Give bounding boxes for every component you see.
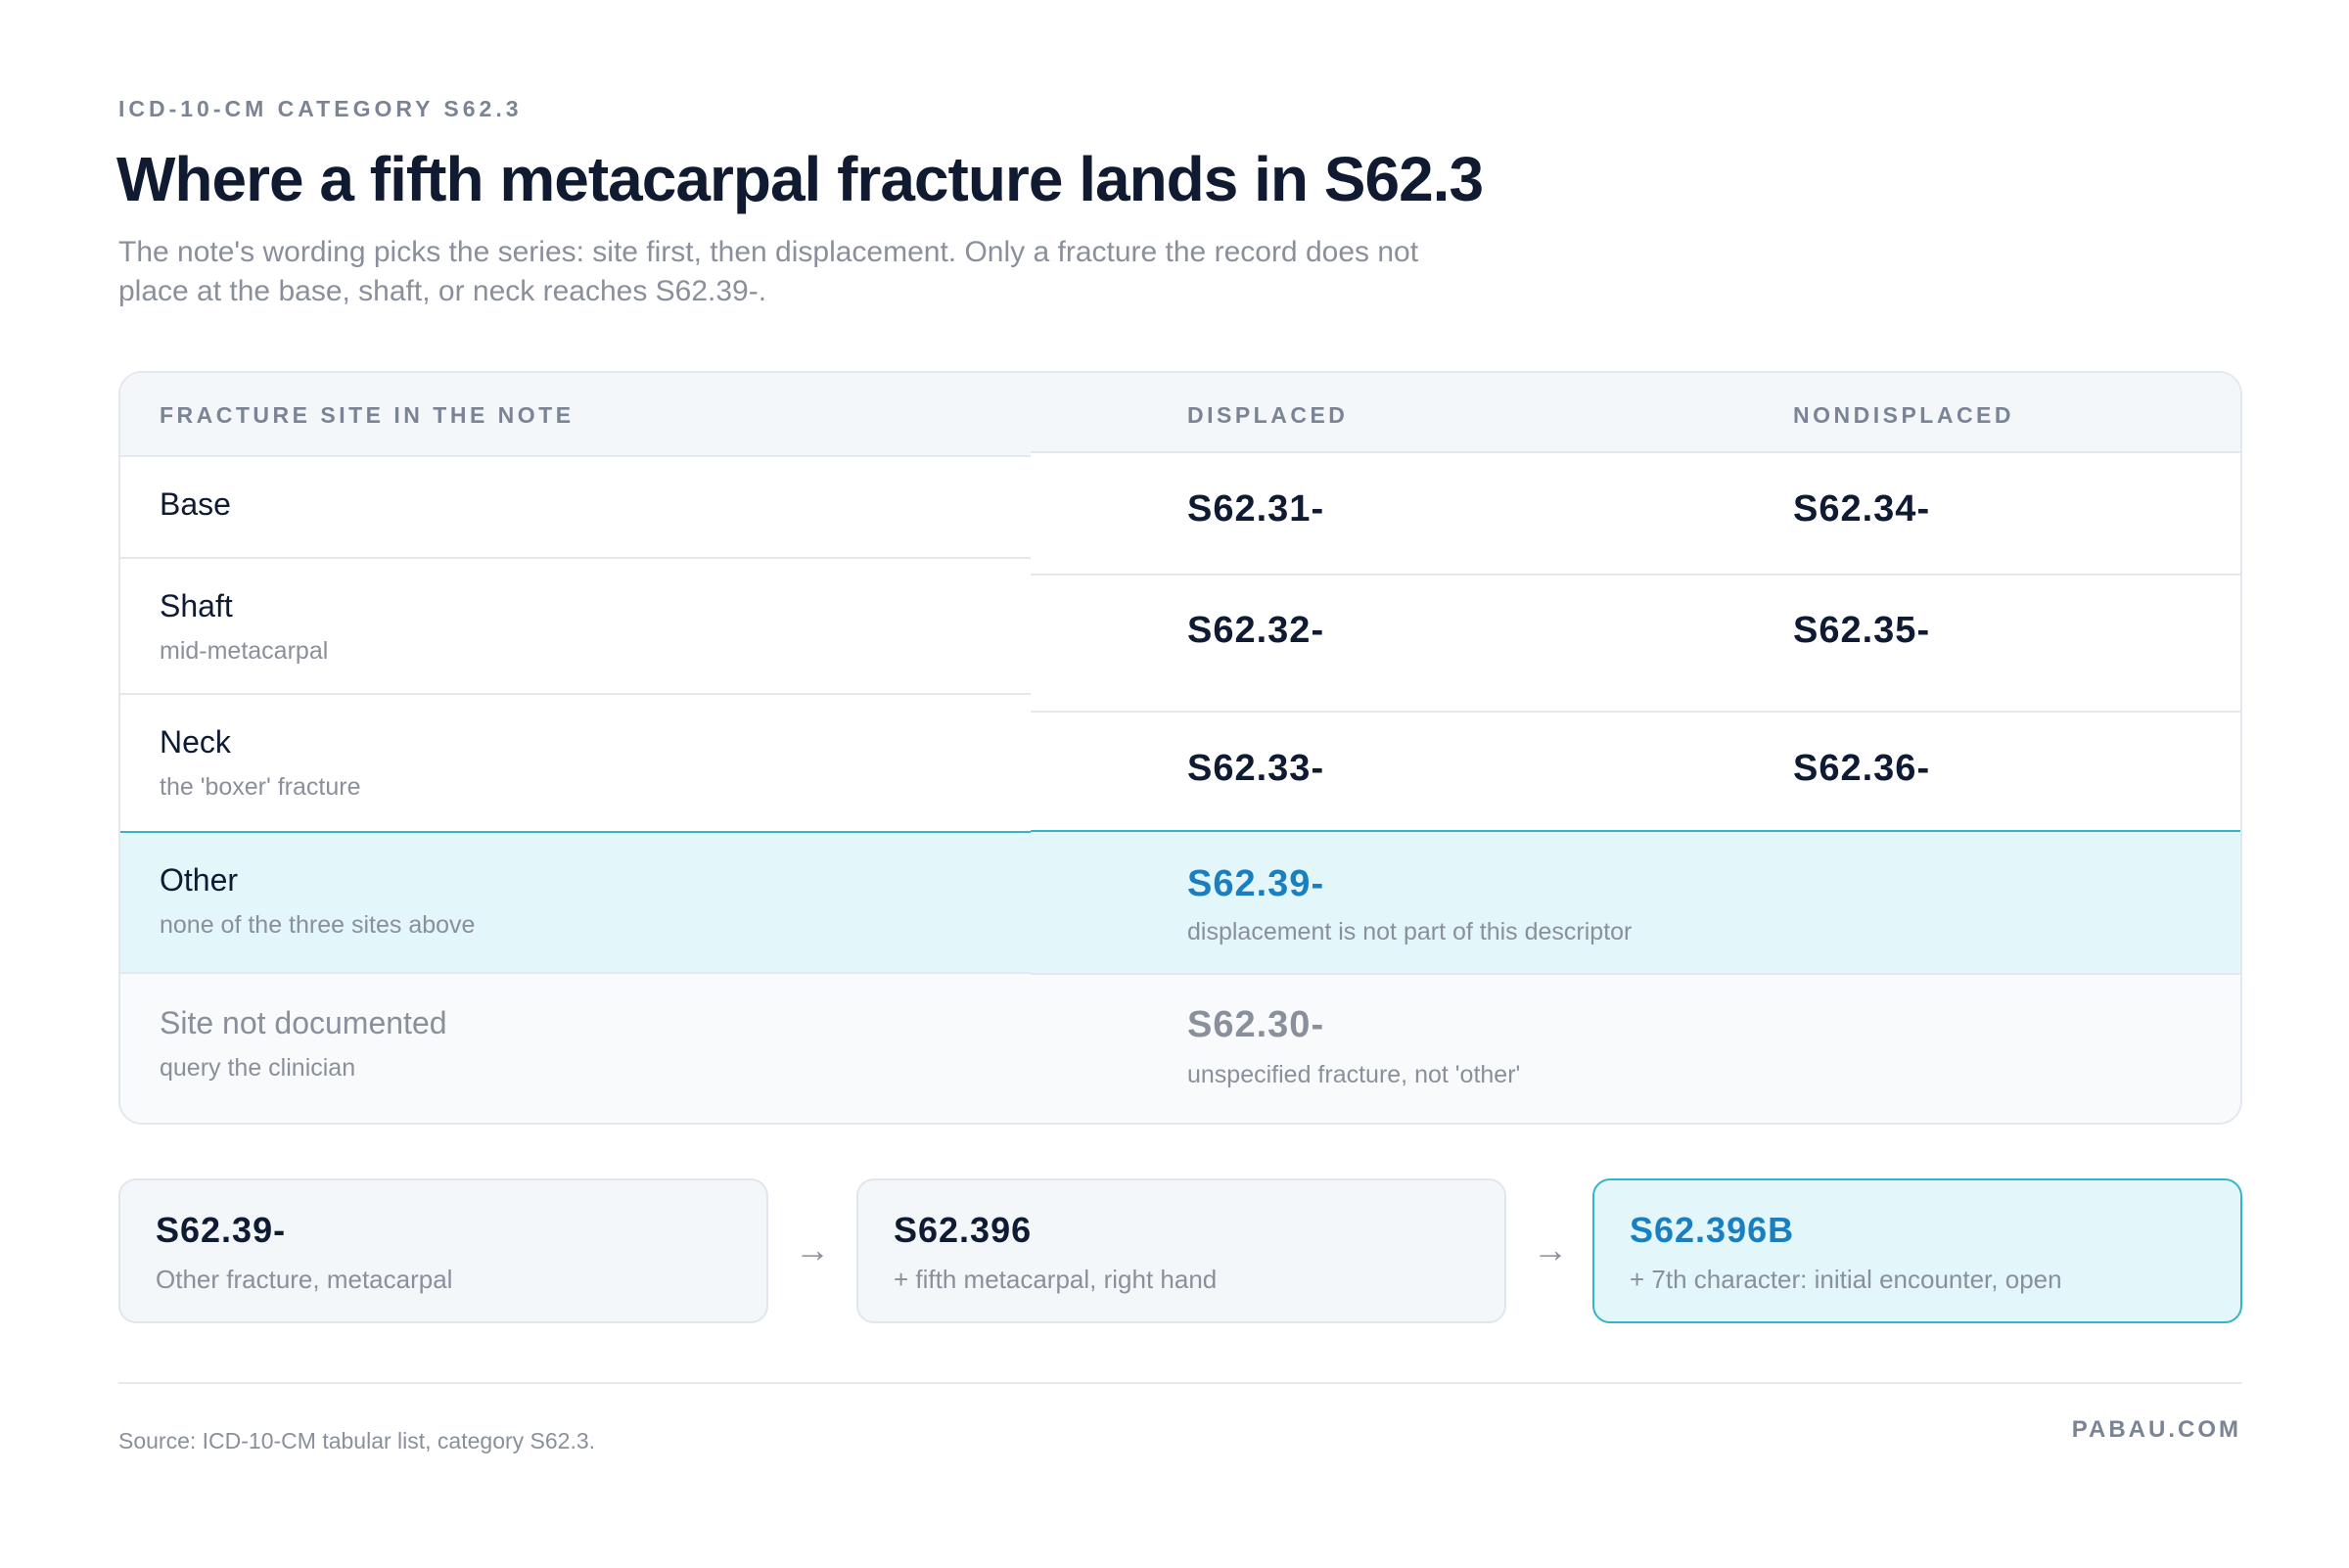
step-card-final-code: S62.396B + 7th character: initial encoun… — [1592, 1178, 2242, 1323]
code-displaced: S62.33- — [1187, 748, 1325, 789]
code-displaced: S62.32- — [1187, 610, 1325, 651]
site-name: Site not documented — [160, 1005, 447, 1040]
code-row-not-documented: S62.30- unspecified fracture, not 'other… — [1031, 975, 2240, 1123]
arrow-right-icon: → — [1533, 1229, 1568, 1269]
site-name: Neck — [160, 724, 231, 760]
page-subtitle: The note's wording picks the series: sit… — [118, 236, 1419, 307]
code-nondisplaced: S62.36- — [1793, 748, 1931, 789]
code-other-note: displacement is not part of this descrip… — [1187, 918, 1633, 945]
site-note: none of the three sites above — [160, 911, 476, 939]
step-description: + fifth metacarpal, right hand — [894, 1265, 1218, 1294]
code-row-neck: S62.33- S62.36- — [1031, 713, 2240, 830]
step-code: S62.396B — [1630, 1210, 1795, 1250]
table-row-base: Base — [120, 457, 1031, 559]
code-displaced: S62.31- — [1187, 488, 1325, 530]
table-row-shaft: Shaft mid-metacarpal — [120, 559, 1031, 695]
code-row-shaft: S62.32- S62.35- — [1031, 576, 2240, 713]
table-row-not-documented: Site not documented query the clinician — [120, 974, 1031, 1123]
source-note: Source: ICD-10-CM tabular list, category… — [118, 1428, 596, 1453]
site-name: Other — [160, 862, 239, 898]
code-row-base: S62.31- S62.34- — [1031, 453, 2240, 576]
header-site-label: FRACTURE SITE IN THE NOTE — [160, 402, 575, 428]
code-unspecified-note: unspecified fracture, not 'other' — [1187, 1061, 1521, 1088]
site-note: the 'boxer' fracture — [160, 773, 361, 801]
page-title: Where a fifth metacarpal fracture lands … — [116, 144, 1484, 214]
step-code: S62.39- — [156, 1210, 287, 1250]
table-header-site: FRACTURE SITE IN THE NOTE — [120, 373, 1031, 457]
code-unspecified: S62.30- — [1187, 1004, 1325, 1045]
table-row-neck: Neck the 'boxer' fracture — [120, 695, 1031, 833]
code-other: S62.39- — [1187, 863, 1325, 904]
header-displaced-label: DISPLACED — [1187, 402, 1349, 428]
site-note: mid-metacarpal — [160, 637, 329, 665]
site-note: query the clinician — [160, 1054, 356, 1082]
code-row-other: S62.39- displacement is not part of this… — [1031, 830, 2240, 975]
code-nondisplaced: S62.34- — [1793, 488, 1931, 530]
arrow-right-icon: → — [795, 1229, 830, 1269]
code-nondisplaced: S62.35- — [1793, 610, 1931, 651]
footer-divider — [118, 1382, 2242, 1384]
table-row-other: Other none of the three sites above — [120, 833, 1031, 974]
site-name: Base — [160, 486, 231, 522]
step-card-category: S62.39- Other fracture, metacarpal — [118, 1178, 768, 1323]
code-columns: DISPLACED NONDISPLACED S62.31- S62.34- S… — [1031, 373, 2240, 1123]
header-nondisplaced-label: NONDISPLACED — [1793, 402, 2015, 428]
step-code: S62.396 — [894, 1210, 1033, 1250]
category-eyebrow: ICD-10-CM CATEGORY S62.3 — [118, 96, 523, 121]
step-description: Other fracture, metacarpal — [156, 1265, 453, 1294]
site-name: Shaft — [160, 588, 233, 623]
table-header-codes: DISPLACED NONDISPLACED — [1031, 373, 2240, 453]
step-card-site: S62.396 + fifth metacarpal, right hand — [856, 1178, 1506, 1323]
step-description: + 7th character: initial encounter, open — [1630, 1265, 2062, 1294]
site-column: FRACTURE SITE IN THE NOTE Base Shaft mid… — [120, 373, 1031, 1123]
brand-link[interactable]: PABAU.COM — [2071, 1416, 2241, 1443]
fracture-code-table: FRACTURE SITE IN THE NOTE Base Shaft mid… — [118, 371, 2242, 1125]
